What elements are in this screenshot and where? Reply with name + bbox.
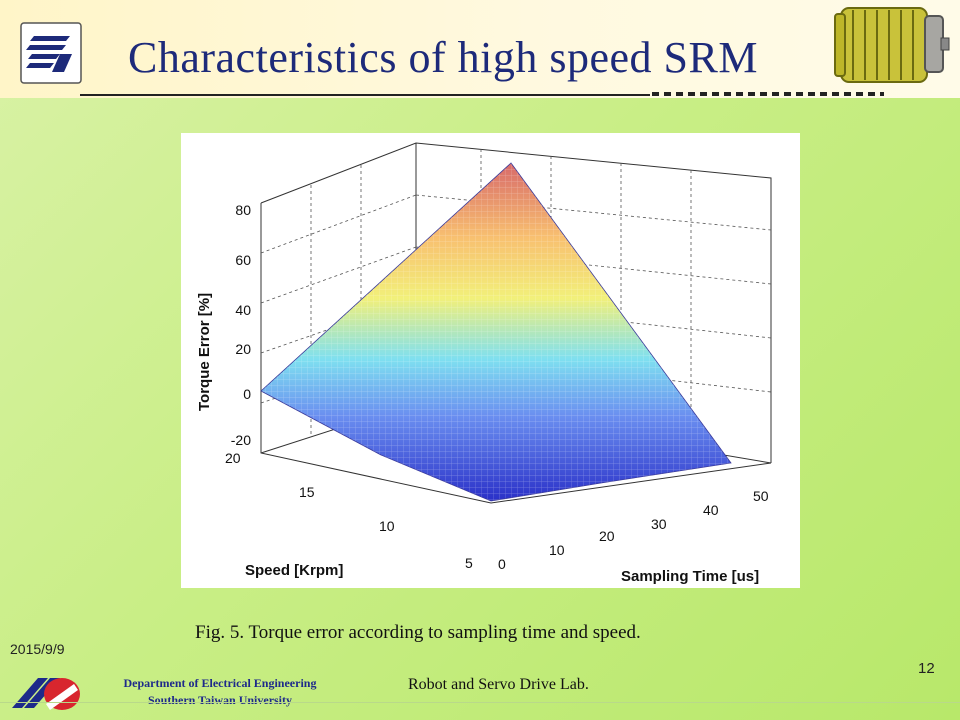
department-line1: Department of Electrical Engineering (123, 676, 317, 690)
time-tick: 50 (753, 488, 769, 504)
speed-tick: 10 (379, 518, 395, 534)
time-axis-label: Sampling Time [us] (621, 568, 759, 585)
time-tick: 10 (549, 542, 565, 558)
speed-axis-ticks: 20 15 10 5 (225, 450, 473, 571)
speed-tick: 5 (465, 555, 473, 571)
speed-axis-label: Speed [Krpm] (245, 562, 343, 579)
slide-title: Characteristics of high speed SRM (128, 33, 758, 82)
surface-mesh (261, 163, 731, 501)
time-axis-ticks: 0 10 20 30 40 50 (498, 488, 769, 572)
motor-illustration-icon (834, 7, 950, 83)
surface-plot: 80 60 40 20 0 -20 Torque Error [%] 20 15… (196, 142, 772, 585)
lab-name: Robot and Servo Drive Lab. (408, 676, 589, 693)
footer-divider (0, 702, 960, 703)
department-name: Department of Electrical Engineering Sou… (80, 675, 360, 709)
z-tick: 40 (235, 302, 251, 318)
z-tick: 20 (235, 341, 251, 357)
z-axis-label: Torque Error [%] (196, 293, 213, 411)
time-tick: 0 (498, 556, 506, 572)
title-dashed-rule (652, 92, 884, 96)
speed-tick: 20 (225, 450, 241, 466)
z-tick: -20 (231, 432, 251, 448)
z-tick: 80 (235, 202, 251, 218)
time-tick: 40 (703, 502, 719, 518)
z-axis-ticks: 80 60 40 20 0 -20 (231, 202, 251, 448)
z-tick: 0 (243, 386, 251, 402)
department-logo-icon (12, 678, 80, 710)
slide-header-band (0, 0, 960, 98)
university-logo-icon (20, 22, 82, 84)
figure-caption: Fig. 5. Torque error according to sampli… (195, 622, 641, 643)
time-tick: 30 (651, 516, 667, 532)
speed-tick: 15 (299, 484, 315, 500)
department-line2: Southern Taiwan University (147, 693, 293, 707)
time-tick: 20 (599, 528, 615, 544)
slide-number: 12 (918, 660, 935, 677)
slide-date: 2015/9/9 (10, 641, 65, 657)
title-underline (80, 94, 650, 96)
z-tick: 60 (235, 252, 251, 268)
torque-error-figure: 80 60 40 20 0 -20 Torque Error [%] 20 15… (181, 133, 800, 588)
